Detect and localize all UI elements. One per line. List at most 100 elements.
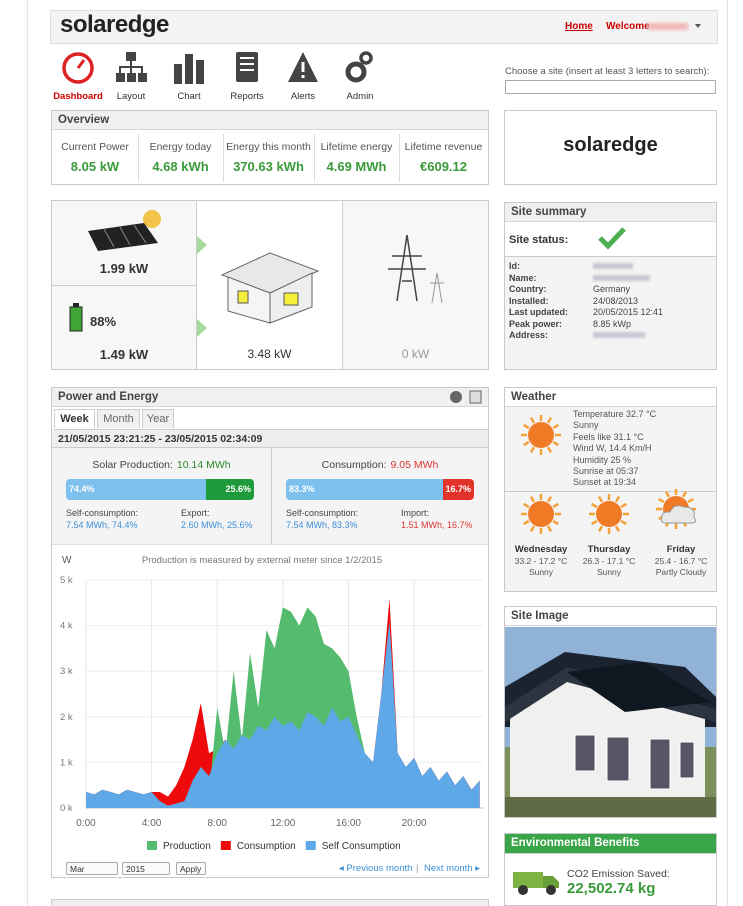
field-label: Country: [509, 284, 547, 294]
co2-value: 22,502.74 kg [567, 880, 655, 897]
tab[interactable]: Year [142, 409, 174, 428]
forecast-range: 25.4 - 16.7 °C [645, 556, 717, 566]
sun-ray [659, 499, 664, 502]
decoration [143, 210, 161, 228]
decoration [174, 64, 182, 84]
sun-ray [524, 425, 529, 428]
forecast-range: 26.3 - 17.1 °C [573, 556, 645, 566]
nav-item[interactable]: Admin [330, 91, 390, 102]
co2-label: CO2 Emission Saved: [567, 868, 670, 880]
tab[interactable]: Week [54, 409, 95, 428]
tab[interactable]: Month [97, 409, 140, 428]
y-tick-label: 1 k [60, 757, 73, 768]
sun-ray [688, 499, 693, 502]
sun-ray [548, 526, 551, 531]
nav-item[interactable]: Alerts [273, 91, 333, 102]
sun-ray [592, 521, 597, 524]
nav-separator: | [416, 863, 418, 874]
sun-disc [528, 501, 554, 527]
overview-label: Energy today [138, 141, 223, 153]
nav: DashboardLayoutChartReportsAlertsAdmin [50, 91, 380, 103]
field-label: Id: [509, 261, 520, 271]
home-link[interactable]: Home [565, 21, 593, 32]
part-value: 7.54 MWh, 83.3% [286, 520, 358, 530]
split-heading: Solar Production:10.14 MWh [52, 459, 271, 471]
split-heading: Consumption:9.05 MWh [272, 459, 488, 471]
logo[interactable]: solaredge [60, 11, 169, 39]
decoration [450, 391, 462, 403]
legend-label: Consumption [237, 841, 296, 852]
nav-item[interactable]: Chart [159, 91, 219, 102]
nav-item[interactable]: Layout [101, 91, 161, 102]
sun-ray [531, 418, 534, 423]
sun-icon [519, 492, 563, 536]
decoration [607, 737, 629, 781]
forecast-day: Wednesday [505, 544, 577, 555]
y-tick-label: 4 k [60, 621, 73, 632]
sun-icon [654, 487, 698, 531]
nav-item[interactable]: Dashboard [48, 91, 108, 102]
split-bar-label: 25.6% [214, 484, 251, 494]
legend-label: Production [163, 841, 211, 852]
decoration [126, 52, 136, 61]
split-bar-label: 16.7% [434, 484, 471, 494]
site-image-panel: Site Image [504, 606, 717, 818]
sun-ray [548, 497, 551, 502]
decoration [197, 319, 207, 337]
x-tick-label: 8:00 [208, 818, 228, 829]
x-tick-label: 4:00 [142, 818, 162, 829]
user-caret[interactable] [695, 24, 701, 28]
page-border [727, 0, 728, 906]
sun-ray [524, 504, 529, 507]
energy-flow-panel: 1.99 kW 88% 1.49 kW 3.48 kW 0 kW [51, 200, 489, 370]
site-summary-panel: Site summary Site status: Id:Name:Countr… [504, 202, 717, 370]
weather-line: Sunset at 19:34 [573, 477, 656, 488]
sun-disc [528, 422, 554, 448]
x-tick-label: 20:00 [402, 818, 427, 829]
decoration [73, 303, 79, 307]
next-month[interactable]: Next month ▸ [424, 863, 480, 874]
month-select[interactable]: Mar [66, 862, 118, 875]
sun-ray [592, 504, 597, 507]
sun-ray [616, 526, 619, 531]
status-label: Site status: [509, 234, 568, 246]
nav-item[interactable]: Reports [217, 91, 277, 102]
sun-ray [553, 521, 558, 524]
blurred-value [593, 275, 650, 281]
decoration [518, 885, 528, 895]
decoration [240, 57, 254, 59]
field-value: 8.85 kWp [593, 319, 631, 329]
sun-ray [621, 504, 626, 507]
split-label: Solar Production: [92, 459, 173, 471]
sun-ray [621, 521, 626, 524]
house-power: 3.48 kW [197, 347, 342, 361]
forecast-range: 33.2 - 17.2 °C [505, 556, 577, 566]
energy-flow-icons [52, 201, 488, 369]
overview-value: 370.63 kWh [223, 159, 314, 174]
split-label: Consumption: [322, 459, 387, 471]
blurred-value [593, 332, 645, 338]
decoration [238, 291, 248, 303]
field-label: Address: [509, 330, 548, 340]
part-value: 2.60 MWh, 25.6% [181, 520, 253, 530]
decoration [546, 885, 556, 895]
decoration [388, 235, 426, 301]
blurred-value [593, 263, 633, 269]
search-input[interactable] [505, 80, 716, 94]
sun-ray [553, 504, 558, 507]
apply-button[interactable]: Apply [176, 862, 206, 875]
y-tick-label: 5 k [60, 575, 73, 586]
split-total: 9.05 MWh [390, 459, 438, 471]
part-label: Import: [401, 508, 429, 518]
chart: WProduction is measured by external mete… [52, 546, 488, 858]
prev-month[interactable]: ◂ Previous month [339, 863, 412, 874]
panel-tools[interactable] [448, 390, 486, 405]
truck-icon [511, 868, 561, 898]
legend-swatch [147, 841, 157, 850]
x-tick-label: 12:00 [270, 818, 295, 829]
grid-power: 0 kW [343, 347, 488, 361]
decoration [127, 73, 136, 82]
year-select[interactable]: 2015 [122, 862, 170, 875]
welcome[interactable]: Welcome [606, 21, 650, 32]
